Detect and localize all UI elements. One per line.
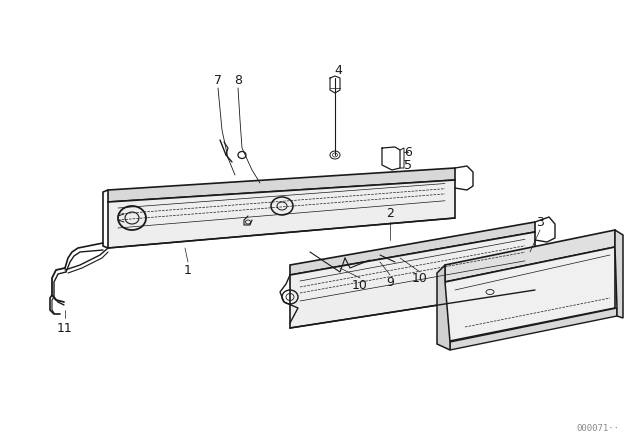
Text: 5: 5 [404, 159, 412, 172]
Polygon shape [290, 232, 535, 328]
Polygon shape [108, 180, 455, 248]
Text: 11: 11 [57, 322, 73, 335]
Text: 9: 9 [386, 276, 394, 289]
Text: 4: 4 [334, 64, 342, 77]
Text: 10: 10 [352, 279, 368, 292]
Polygon shape [290, 222, 535, 275]
Text: 8: 8 [234, 73, 242, 86]
Text: 2: 2 [386, 207, 394, 220]
Text: 000071··: 000071·· [577, 423, 620, 432]
Polygon shape [445, 230, 615, 282]
Text: 7: 7 [214, 73, 222, 86]
Polygon shape [445, 247, 615, 342]
Polygon shape [450, 308, 617, 350]
Text: 1: 1 [184, 263, 192, 276]
Polygon shape [108, 168, 455, 202]
Text: 10: 10 [412, 271, 428, 284]
Polygon shape [437, 265, 450, 350]
Text: 3: 3 [536, 215, 544, 228]
Text: 6: 6 [404, 146, 412, 159]
Polygon shape [615, 230, 623, 318]
